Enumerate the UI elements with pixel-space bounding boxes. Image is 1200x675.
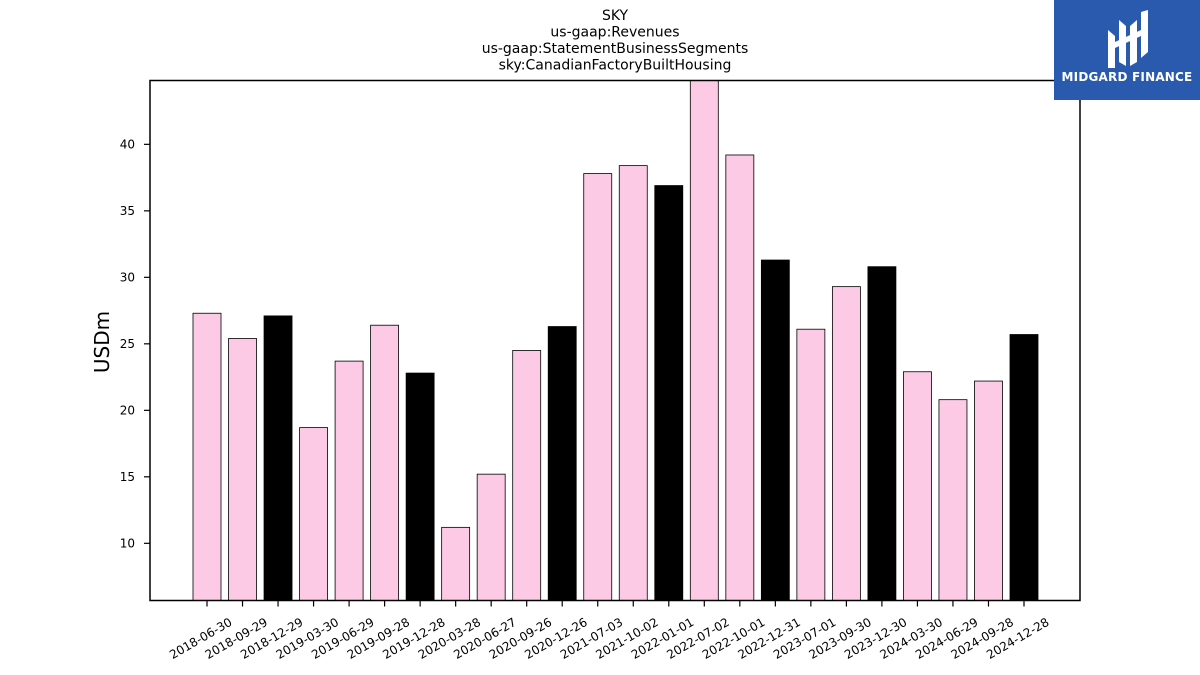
bars	[192, 80, 1039, 601]
bar-2023-09-30	[831, 286, 861, 601]
bar-2024-03-30	[903, 371, 932, 601]
chart-title-line: us-gaap:StatementBusinessSegments	[482, 41, 749, 57]
bar-2019-06-29	[334, 360, 364, 601]
chart-title-line: us-gaap:Revenues	[550, 25, 679, 41]
bar-2022-07-02	[689, 80, 719, 601]
bar-2020-09-26	[512, 350, 542, 601]
y-tick-label: 25	[120, 337, 135, 351]
y-tick-label: 10	[120, 536, 135, 550]
bar-2020-12-26	[547, 326, 577, 601]
chart-title: SKYus-gaap:Revenuesus-gaap:StatementBusi…	[482, 8, 749, 74]
bar-2023-12-30	[867, 266, 897, 601]
x-axis: 2018-06-302018-09-292018-12-292019-03-30…	[167, 600, 1052, 662]
plot-frame	[149, 79, 1081, 602]
y-tick-label: 40	[120, 137, 135, 151]
bar-2019-03-30	[299, 427, 328, 601]
bar-2019-12-28	[405, 372, 435, 601]
bar-2024-12-28	[1009, 334, 1039, 601]
y-tick-label: 15	[120, 470, 135, 484]
y-tick-label: 35	[120, 204, 135, 218]
bar-2024-06-29	[938, 399, 968, 601]
bar-2021-10-02	[618, 165, 648, 601]
chart-title-line: SKY	[602, 8, 629, 24]
y-tick-label: 30	[120, 270, 135, 284]
y-axis: 10 15 20 25 30 35 40	[120, 137, 150, 550]
y-tick-label: 20	[120, 403, 135, 417]
bar-2018-12-29	[263, 315, 293, 601]
bar-2020-06-27	[476, 473, 506, 601]
bar-2022-12-31	[760, 259, 790, 601]
bar-2021-07-03	[583, 173, 613, 601]
midgard-finance-logo-mark-icon	[1108, 10, 1148, 68]
bar-2022-01-01	[654, 185, 684, 601]
midgard-finance-logo: MIDGARD FINANCE	[1054, 0, 1200, 100]
bar-2022-10-01	[725, 154, 755, 601]
bar-2019-09-28	[370, 324, 400, 601]
bar-2023-07-01	[796, 328, 826, 601]
bar-2018-06-30	[192, 312, 222, 601]
chart-title-line: sky:CanadianFactoryBuiltHousing	[499, 58, 732, 74]
y-axis-label: USDm	[90, 311, 114, 373]
logo-text: MIDGARD FINANCE	[1061, 70, 1193, 84]
bar-2018-09-29	[228, 338, 257, 601]
bar-2024-09-28	[974, 380, 1003, 601]
bar-2020-03-28	[441, 526, 471, 601]
